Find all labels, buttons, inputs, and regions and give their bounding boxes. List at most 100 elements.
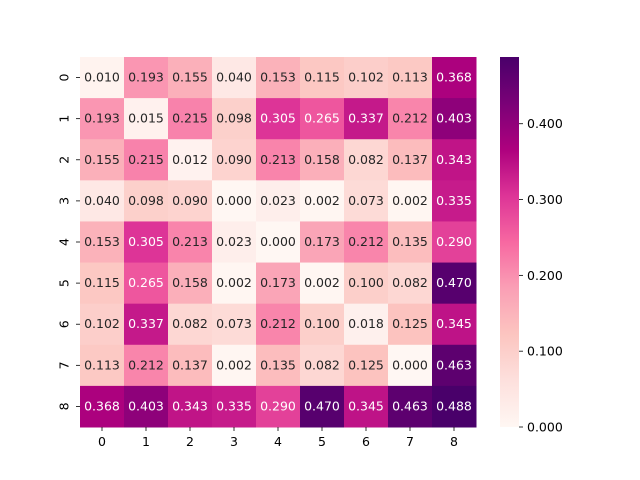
cell-value-label: 0.403 bbox=[128, 398, 164, 413]
heatmap-cell bbox=[256, 221, 301, 264]
heatmap-cell bbox=[344, 385, 389, 428]
cell-value-label: 0.213 bbox=[260, 152, 296, 167]
x-tick-label: 4 bbox=[274, 434, 282, 449]
heatmap-cell bbox=[300, 221, 345, 264]
heatmap-cell bbox=[388, 98, 433, 140]
cell-value-label: 0.100 bbox=[304, 316, 340, 331]
heatmap-cell bbox=[256, 262, 301, 305]
cell-value-label: 0.403 bbox=[436, 111, 472, 126]
heatmap-cell bbox=[80, 57, 125, 99]
cell-value-label: 0.082 bbox=[172, 316, 208, 331]
cell-value-label: 0.212 bbox=[128, 357, 164, 372]
heatmap-cell bbox=[80, 262, 125, 305]
heatmap-cell bbox=[344, 139, 389, 181]
heatmap-cell bbox=[168, 98, 213, 140]
cell-value-label: 0.040 bbox=[216, 70, 252, 85]
cell-value-label: 0.265 bbox=[128, 275, 164, 290]
heatmap-cell bbox=[212, 57, 257, 99]
heatmap-cell bbox=[344, 221, 389, 264]
heatmap-cell bbox=[432, 221, 477, 264]
cell-value-label: 0.082 bbox=[304, 357, 340, 372]
heatmap-cell bbox=[300, 385, 345, 428]
heatmap-cell bbox=[300, 344, 345, 387]
x-tick-label: 8 bbox=[450, 434, 458, 449]
heatmap-cell bbox=[388, 139, 433, 181]
cell-value-label: 0.215 bbox=[172, 111, 208, 126]
cell-value-label: 0.002 bbox=[304, 275, 340, 290]
heatmap-cell bbox=[300, 303, 345, 346]
cell-value-label: 0.010 bbox=[84, 70, 120, 85]
cell-value-label: 0.345 bbox=[436, 316, 472, 331]
heatmap-cell bbox=[432, 180, 477, 222]
heatmap-cell bbox=[80, 344, 125, 387]
heatmap-cell bbox=[212, 139, 257, 181]
cell-value-label: 0.137 bbox=[172, 357, 208, 372]
cell-value-label: 0.213 bbox=[172, 234, 208, 249]
cell-value-label: 0.113 bbox=[84, 357, 120, 372]
heatmap-cell bbox=[256, 180, 301, 222]
colorbar-tick-label: 0.000 bbox=[527, 420, 563, 435]
heatmap-cell bbox=[212, 180, 257, 222]
heatmap-cell bbox=[124, 221, 169, 264]
cell-value-label: 0.158 bbox=[172, 275, 208, 290]
heatmap-cell bbox=[300, 57, 345, 99]
heatmap-cell bbox=[168, 221, 213, 264]
heatmap-cell bbox=[432, 262, 477, 305]
heatmap-cell bbox=[124, 139, 169, 181]
heatmap-cell bbox=[256, 98, 301, 140]
heatmap-cell bbox=[256, 57, 301, 99]
heatmap-cell bbox=[168, 385, 213, 428]
cell-value-label: 0.343 bbox=[436, 152, 472, 167]
y-axis: 0 1 2 3 4 5 6 7 8 bbox=[57, 74, 80, 410]
cell-value-label: 0.090 bbox=[172, 193, 208, 208]
cell-value-label: 0.337 bbox=[348, 111, 384, 126]
heatmap-cell bbox=[256, 139, 301, 181]
cell-value-label: 0.023 bbox=[260, 193, 296, 208]
colorbar-tick-label: 0.100 bbox=[527, 344, 563, 359]
cell-value-label: 0.082 bbox=[348, 152, 384, 167]
heatmap-cell bbox=[388, 344, 433, 387]
x-tick-label: 6 bbox=[362, 434, 370, 449]
colorbar-tick-label: 0.300 bbox=[527, 192, 563, 207]
y-tick-label: 6 bbox=[57, 320, 72, 328]
cell-value-label: 0.098 bbox=[216, 111, 252, 126]
heatmap-cell bbox=[256, 344, 301, 387]
heatmap-cell bbox=[344, 262, 389, 305]
y-tick-label: 4 bbox=[57, 238, 72, 246]
cell-value-label: 0.012 bbox=[172, 152, 208, 167]
cell-value-label: 0.290 bbox=[260, 398, 296, 413]
y-tick-label: 0 bbox=[57, 74, 72, 82]
cell-value-label: 0.100 bbox=[348, 275, 384, 290]
colorbar: 0.000 0.100 0.200 0.300 0.400 bbox=[500, 57, 563, 435]
cell-value-label: 0.135 bbox=[392, 234, 428, 249]
heatmap-cell bbox=[344, 344, 389, 387]
cell-value-label: 0.102 bbox=[84, 316, 120, 331]
cell-value-label: 0.125 bbox=[348, 357, 384, 372]
cell-value-label: 0.002 bbox=[304, 193, 340, 208]
cell-value-label: 0.000 bbox=[260, 234, 296, 249]
cell-value-label: 0.002 bbox=[216, 275, 252, 290]
cell-value-label: 0.368 bbox=[84, 398, 120, 413]
cell-value-label: 0.335 bbox=[216, 398, 252, 413]
heatmap-cell bbox=[168, 344, 213, 387]
cell-value-label: 0.343 bbox=[172, 398, 208, 413]
heatmap-cell bbox=[432, 303, 477, 346]
cell-value-label: 0.158 bbox=[304, 152, 340, 167]
heatmap-cell bbox=[124, 98, 169, 140]
cell-value-label: 0.193 bbox=[84, 111, 120, 126]
heatmap-cell bbox=[432, 98, 477, 140]
heatmap-cell bbox=[168, 139, 213, 181]
colorbar-tick-label: 0.200 bbox=[527, 268, 563, 283]
heatmap-cell bbox=[124, 303, 169, 346]
heatmap-cell bbox=[300, 180, 345, 222]
heatmap-cell bbox=[432, 385, 477, 428]
cell-value-label: 0.212 bbox=[392, 111, 428, 126]
heatmap-cells bbox=[80, 57, 477, 428]
heatmap-cell bbox=[212, 344, 257, 387]
heatmap-cell bbox=[212, 262, 257, 305]
heatmap-cell bbox=[300, 262, 345, 305]
heatmap-cell bbox=[124, 344, 169, 387]
y-tick-label: 7 bbox=[57, 361, 72, 369]
x-tick-label: 2 bbox=[186, 434, 194, 449]
